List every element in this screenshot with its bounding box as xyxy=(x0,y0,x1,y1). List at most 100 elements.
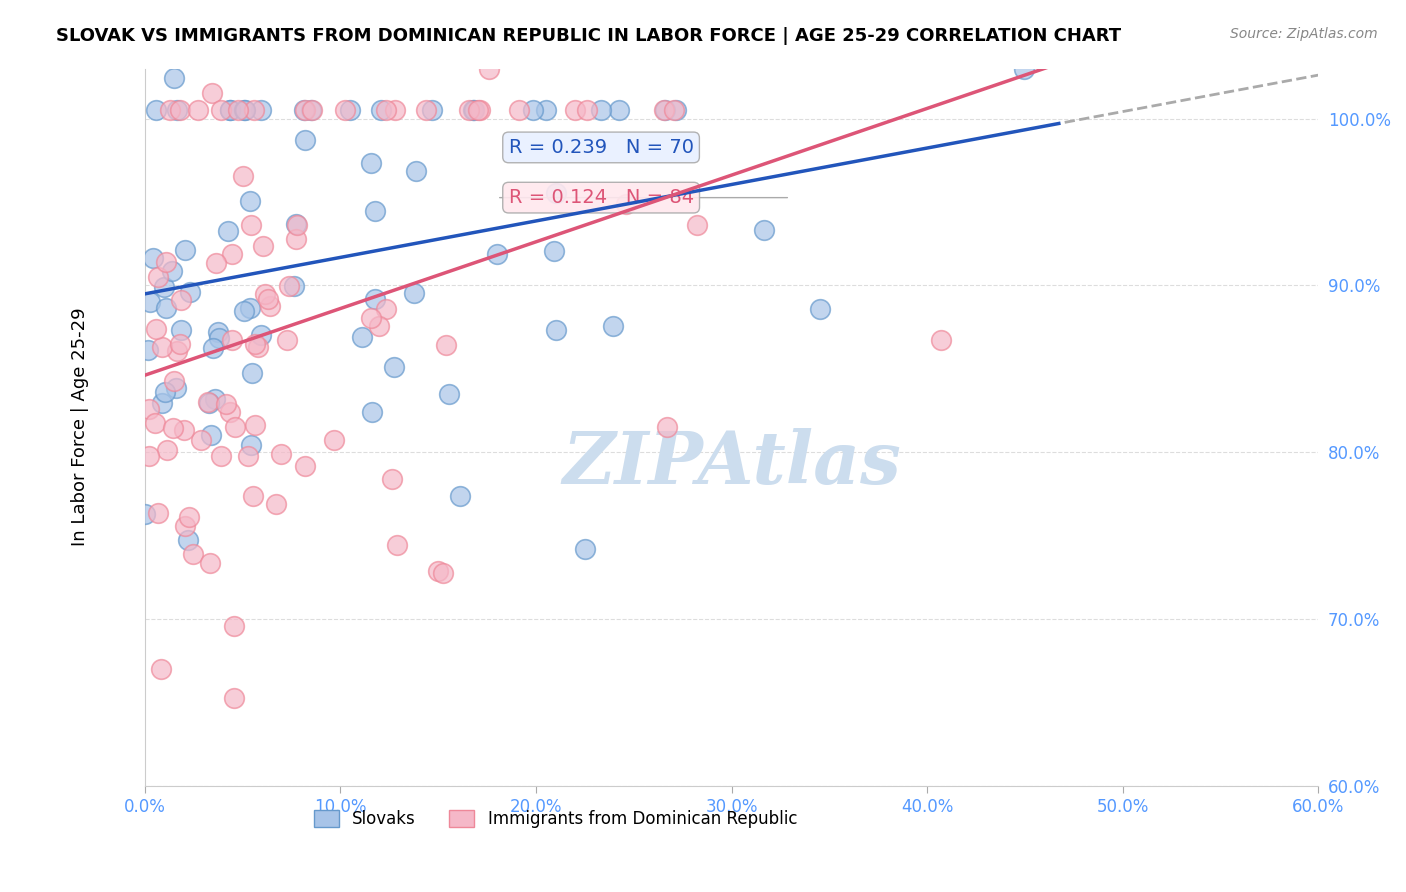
Point xyxy=(209,449,232,463)
Point xyxy=(239,301,262,316)
Point xyxy=(243,103,266,118)
Point xyxy=(662,103,685,118)
Point xyxy=(485,246,508,260)
Point xyxy=(415,103,437,118)
Point xyxy=(277,279,299,293)
Point xyxy=(134,508,156,522)
Point xyxy=(264,497,287,511)
Point xyxy=(654,103,676,118)
Point xyxy=(155,301,177,315)
Point xyxy=(224,618,246,632)
Point xyxy=(276,333,298,347)
Point xyxy=(221,247,243,261)
Point xyxy=(197,394,219,409)
Point xyxy=(166,344,188,359)
Point xyxy=(224,420,246,434)
Point xyxy=(382,359,405,374)
Point xyxy=(232,169,254,184)
Point xyxy=(283,279,305,293)
Point xyxy=(243,336,266,351)
Point xyxy=(252,239,274,253)
Point xyxy=(138,402,160,417)
Point xyxy=(145,103,167,118)
Point xyxy=(292,103,315,118)
Point xyxy=(198,556,221,570)
Point xyxy=(190,433,212,447)
Point xyxy=(155,255,177,269)
Text: ZIPAtlas: ZIPAtlas xyxy=(562,427,901,499)
Point xyxy=(360,156,382,170)
Point xyxy=(163,374,186,388)
Point xyxy=(233,103,256,118)
Point xyxy=(665,103,688,118)
Point xyxy=(427,564,450,578)
Point xyxy=(169,337,191,351)
Point xyxy=(614,197,637,211)
Point xyxy=(146,270,169,285)
Point xyxy=(170,323,193,337)
Point xyxy=(370,103,392,118)
Point xyxy=(139,295,162,310)
Point xyxy=(160,264,183,278)
Point xyxy=(368,319,391,334)
Point xyxy=(931,333,953,347)
Point xyxy=(285,217,308,231)
Point xyxy=(374,301,396,316)
Point xyxy=(250,328,273,343)
Point xyxy=(364,292,387,306)
Point xyxy=(350,330,373,344)
Point xyxy=(156,443,179,458)
Point xyxy=(253,287,276,301)
Point xyxy=(163,70,186,85)
Point xyxy=(285,218,308,232)
Point xyxy=(250,103,273,118)
Point xyxy=(208,330,231,344)
Text: Source: ZipAtlas.com: Source: ZipAtlas.com xyxy=(1230,27,1378,41)
Point xyxy=(236,449,259,463)
Point xyxy=(240,218,263,232)
Point xyxy=(468,103,491,118)
Point xyxy=(233,103,256,118)
Point xyxy=(270,447,292,461)
Point xyxy=(174,244,197,258)
Point xyxy=(808,302,831,317)
Point xyxy=(564,103,586,118)
Point xyxy=(205,256,228,270)
Point xyxy=(226,103,249,118)
Point xyxy=(187,103,209,118)
Point xyxy=(173,423,195,437)
Point xyxy=(142,251,165,265)
Point xyxy=(152,340,174,354)
Point xyxy=(607,103,630,118)
Point xyxy=(1014,62,1036,76)
Point xyxy=(546,186,568,200)
Point xyxy=(143,416,166,430)
Point xyxy=(219,103,242,118)
Point xyxy=(322,433,344,447)
Point xyxy=(153,384,176,399)
Point xyxy=(219,405,242,419)
Point xyxy=(138,343,160,357)
Point xyxy=(240,366,263,380)
Point xyxy=(449,489,471,503)
Point xyxy=(256,293,278,307)
Point xyxy=(201,86,224,100)
Point xyxy=(221,333,243,347)
Point xyxy=(224,691,246,706)
Y-axis label: In Labor Force | Age 25-29: In Labor Force | Age 25-29 xyxy=(72,308,89,547)
Point xyxy=(508,103,530,118)
Point xyxy=(209,103,232,118)
Point xyxy=(259,299,281,313)
Point xyxy=(364,204,387,219)
Point xyxy=(243,418,266,433)
Point xyxy=(360,311,382,326)
Point xyxy=(301,103,323,118)
Point xyxy=(183,548,205,562)
Point xyxy=(207,326,229,340)
Point xyxy=(215,397,238,411)
Text: R = 0.124   N = 84: R = 0.124 N = 84 xyxy=(509,188,693,207)
Point xyxy=(463,103,485,118)
Point xyxy=(458,103,481,118)
Point xyxy=(239,194,262,208)
Point xyxy=(404,286,426,301)
